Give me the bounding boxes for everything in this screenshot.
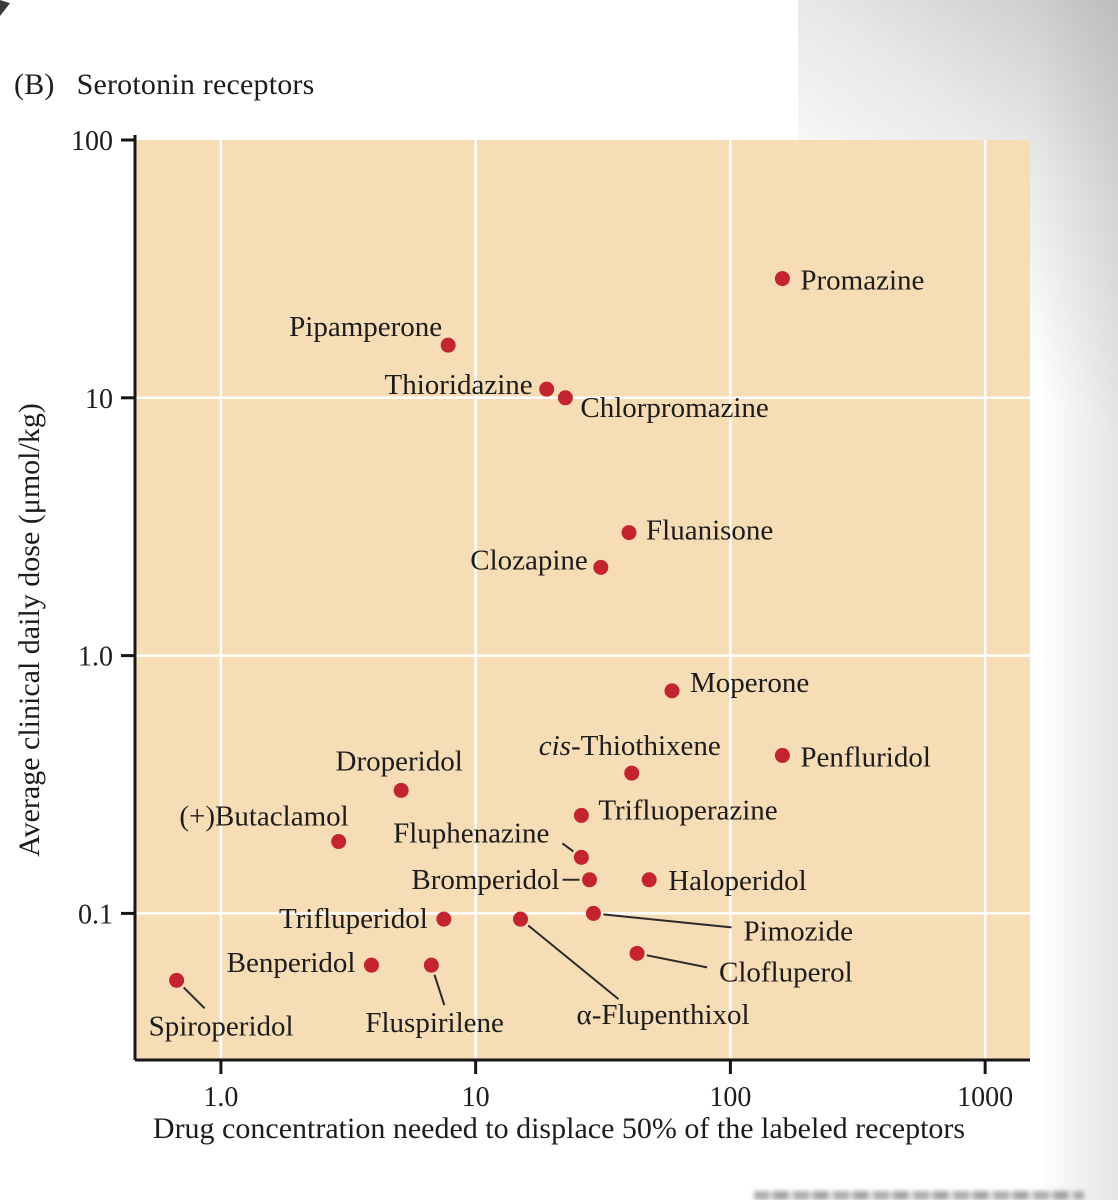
point-label: Pimozide — [743, 915, 853, 947]
point-label: (+)Butaclamol — [179, 801, 348, 833]
data-point — [169, 972, 185, 988]
point-label: Chlorpromazine — [580, 392, 768, 424]
data-point — [774, 271, 790, 287]
point-label: Clozapine — [470, 544, 588, 576]
leader-line — [527, 924, 620, 1000]
leader-line — [182, 986, 206, 1010]
scan-artifact-credit-text — [754, 1191, 1084, 1200]
plot-area — [135, 140, 1030, 1060]
data-point — [641, 872, 657, 888]
data-point — [363, 957, 379, 973]
point-label: cis-Thiothixene — [539, 730, 721, 762]
data-point — [774, 747, 790, 763]
x-tick-label: 10 — [462, 1082, 490, 1113]
leader-line — [561, 842, 574, 853]
x-tick-label: 1.0 — [203, 1082, 238, 1113]
leader-line — [433, 974, 446, 1006]
data-point — [513, 911, 529, 927]
x-axis-title: Drug concentration needed to displace 50… — [152, 1112, 966, 1145]
data-point — [539, 381, 555, 397]
point-label: Droperidol — [336, 745, 463, 777]
point-label: Benperidol — [227, 947, 356, 979]
y-tick-label: 10 — [85, 384, 113, 415]
data-point — [331, 834, 347, 850]
point-label: Spiroperidol — [149, 1010, 294, 1042]
point-label: Clofluperol — [719, 956, 853, 988]
point-label: Fluanisone — [646, 515, 773, 547]
figure-title: (B) Serotonin receptors — [14, 68, 315, 102]
data-point — [573, 849, 589, 865]
leader-line — [646, 954, 708, 969]
point-label: Promazine — [800, 265, 924, 297]
point-label: Penfluridol — [800, 741, 931, 773]
point-label: α-Flupenthixol — [577, 999, 750, 1031]
scan-corner-mark — [0, 0, 10, 16]
data-point — [624, 765, 640, 781]
data-point — [557, 390, 573, 406]
y-axis-title: Average clinical daily dose (μmol/kg) — [13, 403, 46, 857]
data-point — [573, 807, 589, 823]
data-point — [423, 957, 439, 973]
point-label: Fluphenazine — [393, 817, 549, 849]
data-point — [593, 559, 609, 575]
data-point — [585, 905, 601, 921]
point-label: Fluspirilene — [365, 1007, 504, 1039]
point-label: Trifluperidol — [279, 903, 428, 935]
y-tick-label: 1.0 — [78, 642, 113, 673]
point-label: Haloperidol — [668, 865, 807, 897]
x-tick-label: 1000 — [957, 1082, 1013, 1113]
data-point — [629, 945, 645, 961]
data-point — [582, 872, 598, 888]
data-point — [393, 782, 409, 798]
panel-label: (B) — [14, 68, 55, 101]
data-point — [621, 525, 637, 541]
point-label: Moperone — [690, 667, 809, 699]
point-label: Thioridazine — [384, 369, 532, 401]
data-point — [436, 911, 452, 927]
point-label: Trifluoperazine — [598, 794, 777, 826]
leader-line — [603, 913, 732, 929]
figure-title-text: Serotonin receptors — [76, 68, 315, 101]
x-tick-label: 100 — [709, 1082, 751, 1113]
data-point — [664, 683, 680, 699]
data-point — [440, 337, 456, 353]
y-tick-label: 100 — [71, 126, 113, 157]
point-label: Pipamperone — [289, 311, 442, 343]
y-tick-label: 0.1 — [78, 899, 113, 930]
point-label: Bromperidol — [411, 864, 559, 896]
